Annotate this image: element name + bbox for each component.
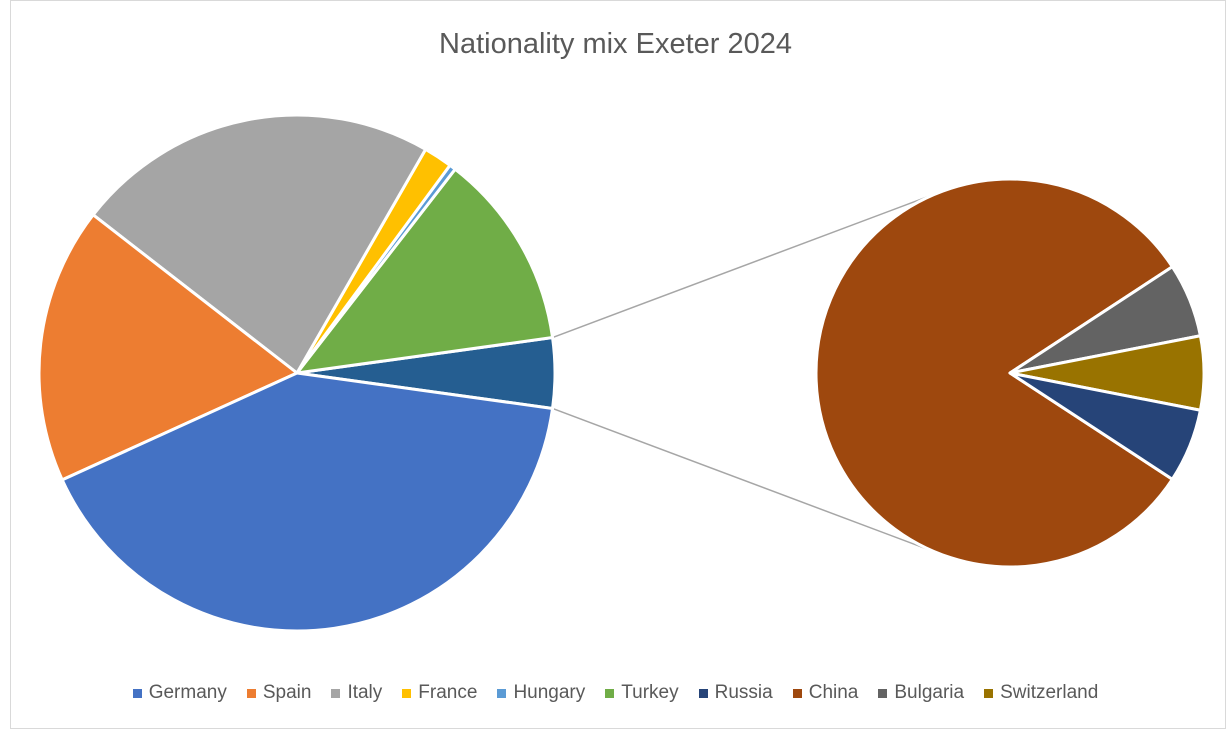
legend-label: China bbox=[808, 682, 859, 703]
pie-slice-russia bbox=[1008, 371, 1202, 481]
pie-slice-spain bbox=[37, 213, 299, 482]
legend-label: France bbox=[418, 682, 478, 703]
legend-swatch bbox=[984, 688, 994, 698]
legend-item: Turkey bbox=[605, 682, 679, 704]
chart-legend: Germany Spain Italy France Hungary Turkey Russ… bbox=[0, 680, 1231, 706]
legend-swatch bbox=[698, 688, 708, 698]
legend-item: Italy bbox=[331, 682, 382, 704]
legend-swatch bbox=[792, 688, 802, 698]
pie-slice-turkey bbox=[295, 167, 555, 375]
pie-slice-italy bbox=[91, 113, 428, 375]
connector-line-bottom bbox=[552, 407, 939, 554]
legend-item: Switzerland bbox=[984, 682, 1098, 704]
legend-item: Spain bbox=[246, 682, 312, 704]
pie-slice-germany bbox=[60, 371, 555, 633]
legend-item: China bbox=[792, 682, 859, 704]
legend-swatch bbox=[331, 688, 341, 698]
legend-item: Germany bbox=[132, 682, 227, 704]
legend-label: Russia bbox=[714, 682, 773, 703]
legend-item: Hungary bbox=[497, 682, 585, 704]
legend-swatch bbox=[132, 688, 142, 698]
legend-swatch bbox=[878, 688, 888, 698]
legend-label: Spain bbox=[262, 682, 312, 703]
chart-title: Nationality mix Exeter 2024 bbox=[439, 28, 792, 60]
legend-swatch bbox=[402, 688, 412, 698]
legend-item: Bulgaria bbox=[878, 682, 964, 704]
legend-swatch bbox=[497, 688, 507, 698]
pie-slice-china bbox=[814, 177, 1174, 569]
legend-label: Germany bbox=[148, 682, 227, 703]
legend-swatch bbox=[246, 688, 256, 698]
legend-label: Switzerland bbox=[1000, 682, 1099, 703]
legend-item: Russia bbox=[698, 682, 773, 704]
legend-item: France bbox=[402, 682, 477, 704]
legend-label: Bulgaria bbox=[894, 682, 965, 703]
legend-label: Italy bbox=[347, 682, 383, 703]
legend-label: Turkey bbox=[621, 682, 679, 703]
legend-swatch bbox=[605, 688, 615, 698]
legend-label: Hungary bbox=[513, 682, 586, 703]
connector-line-top bbox=[552, 192, 939, 339]
